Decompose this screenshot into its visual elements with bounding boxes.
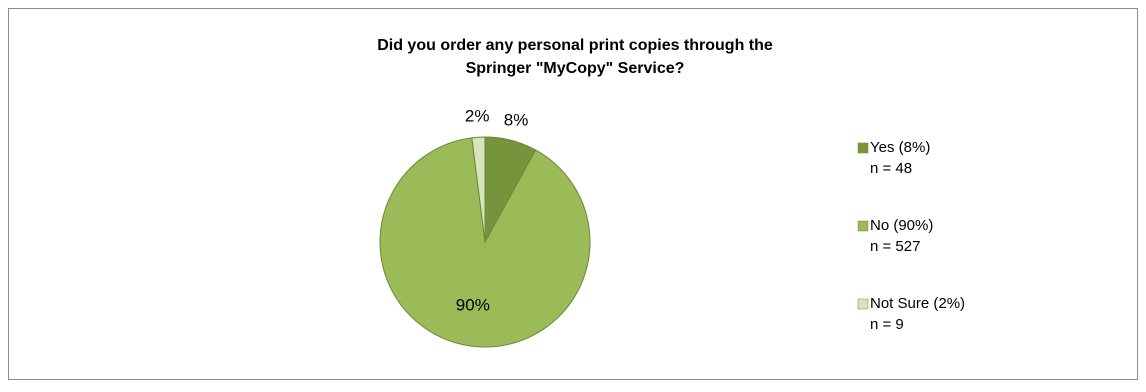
legend-label: Yes (8%) xyxy=(870,139,930,156)
data-label: 2% xyxy=(465,107,490,126)
pie-slice xyxy=(471,136,486,243)
legend-swatch xyxy=(857,220,869,232)
legend-label: Not Sure (2%) xyxy=(870,295,965,312)
data-label: 90% xyxy=(456,295,490,314)
data-label: 8% xyxy=(504,110,529,129)
legend-count: n = 527 xyxy=(870,238,920,255)
chart-title: Did you order any personal print copies … xyxy=(377,37,773,54)
legend-label: No (90%) xyxy=(870,217,933,234)
legend-swatch xyxy=(857,142,869,154)
legend-swatch xyxy=(857,298,869,310)
legend-count: n = 48 xyxy=(870,160,912,177)
legend-count: n = 9 xyxy=(870,316,904,333)
pie-slice xyxy=(379,137,591,348)
chart-title: Springer "MyCopy" Service? xyxy=(466,60,685,77)
